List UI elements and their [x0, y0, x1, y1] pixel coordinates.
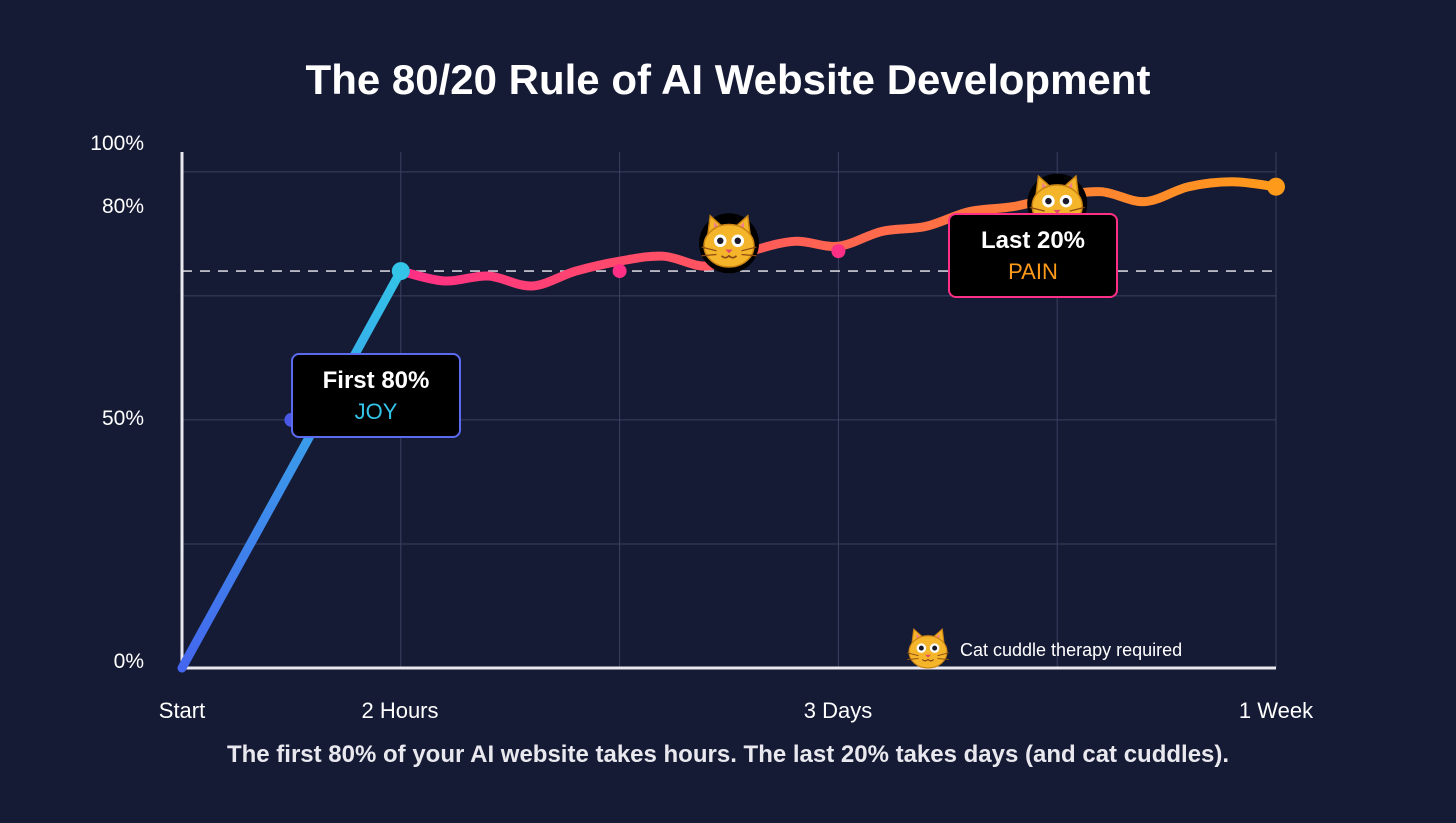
chart-subtitle: The first 80% of your AI website takes h… [226, 741, 1230, 768]
y-tick-label: 50% [101, 407, 144, 430]
callout-label: JOY [354, 399, 398, 424]
x-tick-label: 1 Week [1238, 698, 1314, 723]
data-point [612, 264, 627, 279]
data-point [1267, 177, 1285, 196]
y-tick-label: 100% [90, 132, 144, 155]
data-point [391, 262, 410, 281]
x-tick-label: 2 Hours [361, 698, 439, 723]
callout-heading: First 80% [322, 367, 430, 394]
cat-therapy-note: Cat cuddle therapy required [960, 640, 1183, 660]
data-point [831, 244, 846, 259]
first-80-callout: First 80% JOY [291, 353, 461, 438]
cat-face-icon [699, 213, 759, 274]
x-tick-label: Start [158, 698, 206, 723]
last-20-callout: Last 20% PAIN [948, 213, 1118, 298]
y-tick-label: 0% [113, 650, 144, 673]
cat-face-icon [906, 628, 950, 669]
callout-label: PAIN [1008, 259, 1058, 284]
y-tick-label: 80% [101, 195, 144, 218]
x-tick-label: 3 Days [803, 698, 873, 723]
chart-title: The 80/20 Rule of AI Website Development [305, 56, 1151, 103]
joy-line [177, 266, 406, 673]
callout-heading: Last 20% [980, 227, 1086, 254]
